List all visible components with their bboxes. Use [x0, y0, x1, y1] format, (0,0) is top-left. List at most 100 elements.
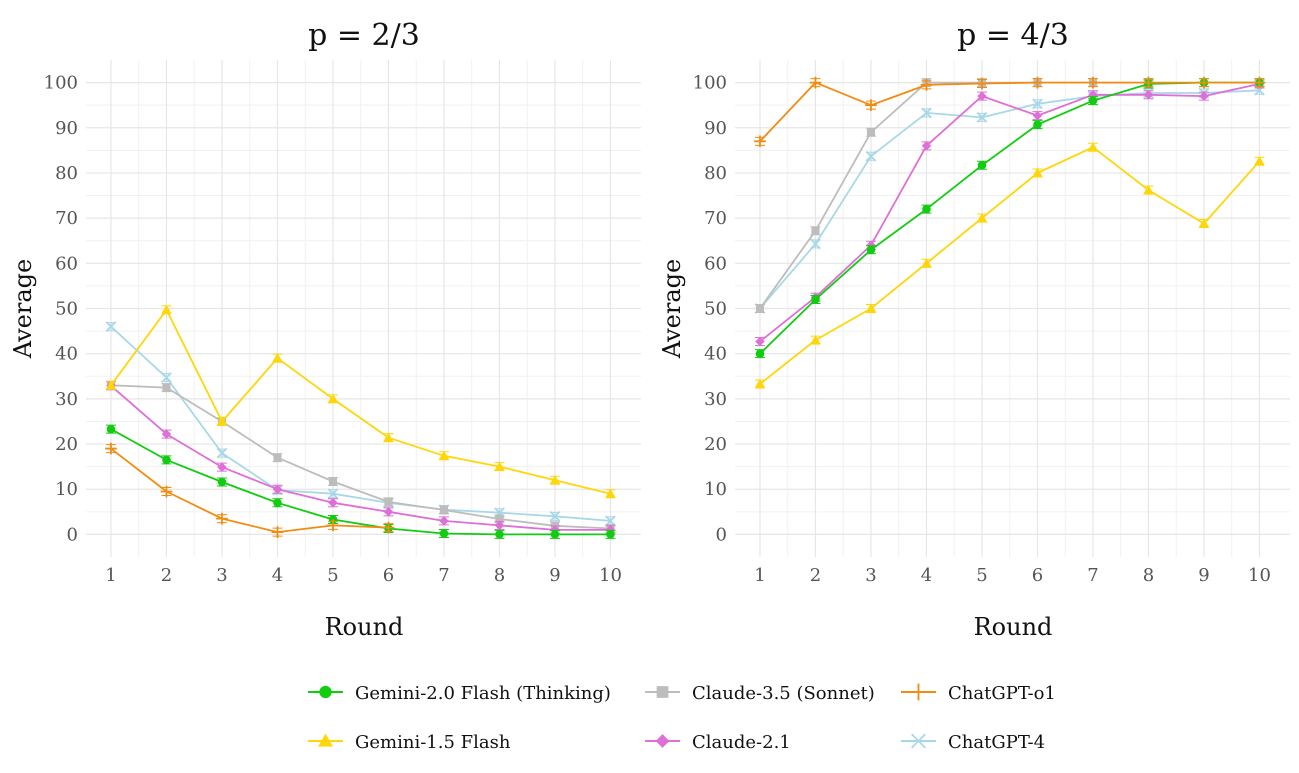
data-point	[754, 135, 766, 148]
data-point	[383, 432, 394, 442]
x-tick-label: 5	[327, 565, 338, 586]
x-tick-label: 3	[216, 565, 227, 586]
y-axis-title: Average	[9, 259, 37, 359]
data-point	[976, 112, 988, 123]
data-point	[217, 477, 227, 487]
legend-marker-circle	[319, 685, 332, 699]
data-point	[810, 238, 821, 250]
data-point	[754, 378, 766, 388]
data-point	[106, 424, 116, 434]
x-tick-label: 1	[105, 565, 116, 586]
x-tick-label: 9	[1198, 565, 1209, 586]
series-line	[110, 385, 611, 531]
y-tick-label: 90	[704, 118, 727, 139]
data-point	[162, 455, 171, 465]
y-tick-label: 80	[704, 163, 727, 184]
data-point	[1031, 76, 1044, 89]
data-point	[809, 76, 822, 89]
y-tick-label: 100	[44, 73, 78, 94]
data-point	[865, 99, 877, 112]
y-tick-label: 50	[55, 299, 78, 320]
x-tick-label: 9	[549, 565, 560, 586]
y-tick-label: 70	[55, 208, 78, 229]
data-point	[1088, 96, 1098, 105]
y-tick-label: 10	[704, 479, 727, 500]
x-tick-label: 10	[599, 565, 622, 586]
legend-label: Claude-3.5 (Sonnet)	[692, 683, 875, 704]
series-gemini-1-5-flash	[754, 142, 1265, 389]
legend-label: ChatGPT-o1	[948, 683, 1056, 704]
data-point	[1254, 84, 1265, 96]
data-point	[866, 245, 876, 255]
y-tick-label: 80	[55, 163, 78, 184]
data-point	[755, 336, 765, 347]
data-point	[105, 442, 117, 455]
data-point	[161, 429, 172, 439]
x-tick-label: 10	[1248, 565, 1271, 586]
data-point	[271, 526, 284, 538]
data-point	[494, 461, 505, 471]
data-point	[976, 212, 988, 223]
data-point	[272, 484, 283, 494]
x-tick-label: 2	[810, 565, 821, 586]
data-point	[606, 530, 615, 539]
legend-marker-diamond	[655, 734, 670, 748]
data-point	[216, 512, 228, 525]
x-tick-label: 2	[161, 565, 172, 586]
chart-panel-2: 0 10 20 30 40 50 60 70 80 90 100 1 2 3 4 5 6 7 8 9 10 p = 4/3…	[658, 18, 1290, 641]
legend-marker-triangle	[318, 733, 333, 747]
data-point	[1253, 76, 1266, 89]
data-point	[1032, 110, 1043, 121]
data-point	[922, 204, 931, 214]
x-tick-label: 8	[494, 565, 505, 586]
series-line	[759, 146, 1261, 385]
legend-item: ChatGPT-4	[901, 732, 1045, 753]
data-point	[810, 334, 821, 345]
series-line	[759, 83, 1260, 343]
x-tick-label: 7	[1087, 565, 1098, 586]
y-tick-label: 70	[704, 208, 727, 229]
legend-marker-square	[656, 686, 669, 698]
data-point	[382, 521, 395, 534]
data-point	[439, 505, 449, 515]
data-point	[865, 303, 877, 313]
data-point	[495, 530, 504, 539]
data-point	[1033, 120, 1042, 129]
data-point	[1087, 76, 1099, 89]
data-point	[811, 295, 820, 304]
x-tick-label: 4	[921, 565, 932, 586]
legend-label: Gemini-2.0 Flash (Thinking)	[355, 683, 611, 704]
legend-label: Claude-2.1	[692, 732, 791, 753]
data-point	[495, 514, 504, 524]
series-chatgpt-o1	[105, 442, 395, 538]
y-tick-label: 90	[55, 118, 78, 139]
data-point	[977, 91, 987, 101]
x-tick-label: 8	[1143, 565, 1154, 586]
y-tick-label: 60	[55, 253, 78, 274]
legend-item: Claude-3.5 (Sonnet)	[645, 683, 875, 704]
x-tick-label: 5	[976, 565, 987, 586]
data-point	[977, 160, 987, 170]
data-point	[162, 383, 171, 392]
data-point	[549, 510, 561, 522]
data-point	[1199, 91, 1209, 101]
data-point	[439, 529, 449, 538]
data-point	[1087, 142, 1099, 152]
data-point	[921, 107, 932, 119]
series-line	[759, 81, 1260, 142]
data-point	[755, 349, 765, 358]
y-tick-label: 50	[704, 299, 727, 320]
data-point	[161, 304, 172, 314]
data-point	[605, 515, 616, 527]
x-tick-label: 4	[272, 565, 283, 586]
data-point	[865, 150, 877, 162]
x-tick-label: 6	[383, 565, 394, 586]
data-point	[216, 447, 228, 459]
x-tick-label: 6	[1032, 565, 1043, 586]
data-point	[921, 141, 932, 151]
y-tick-label: 100	[693, 73, 727, 94]
data-point	[273, 453, 282, 462]
data-point	[327, 519, 339, 532]
data-point	[976, 77, 988, 90]
series-line	[110, 428, 611, 536]
